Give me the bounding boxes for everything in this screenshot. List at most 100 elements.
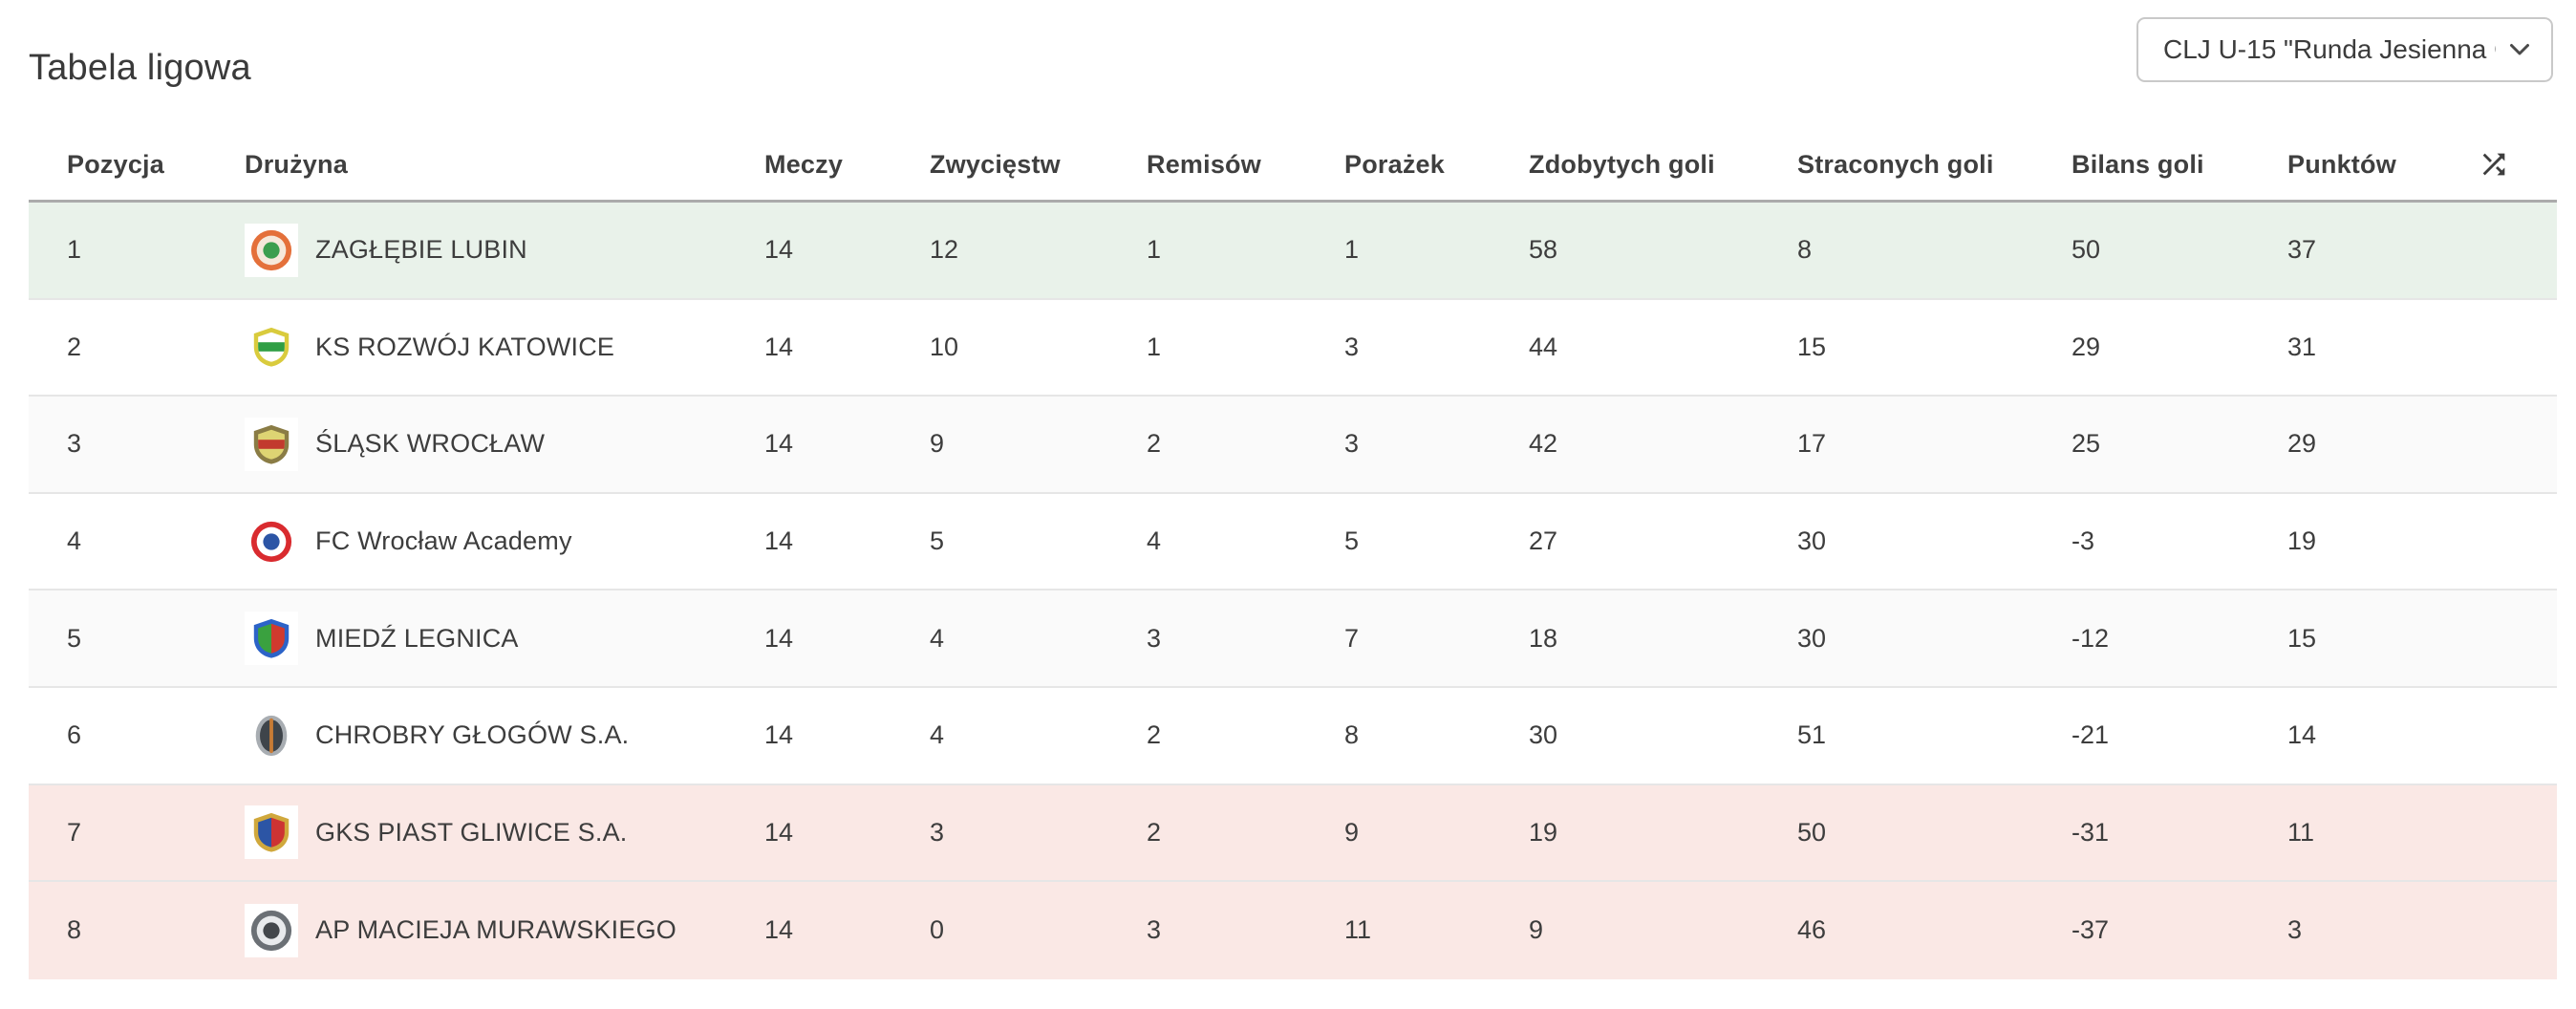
points-cell: 31: [2287, 332, 2317, 361]
league-table: Pozycja Drużyna Meczy Zwycięstw Remisów Poraż…: [29, 129, 2557, 979]
goals-against-cell: 50: [1797, 817, 1827, 847]
goal-balance-cell: 29: [2072, 332, 2101, 361]
matches-cell: 14: [764, 235, 794, 265]
losses-cell: 3: [1344, 332, 1360, 361]
goals-for-cell: 19: [1529, 817, 1558, 847]
goals-for-cell: 58: [1529, 235, 1558, 265]
goals-for-cell: 44: [1529, 332, 1558, 361]
table-row[interactable]: 3 ŚLĄSK WROCŁAW 14 9 2 3 42 17 25 29: [29, 397, 2557, 494]
table-row[interactable]: 4 FC Wrocław Academy 14 5 4 5 27 30 -3 19: [29, 493, 2557, 591]
team-name: CHROBRY GŁOGÓW S.A.: [315, 720, 630, 750]
points-cell: 14: [2287, 720, 2317, 750]
competition-select[interactable]: CLJ U-15 "Runda Jesienna G…: [2136, 17, 2553, 82]
column-header-punktow: Punktów: [2287, 149, 2396, 179]
position-cell: 2: [67, 332, 82, 361]
goals-against-cell: 8: [1797, 235, 1813, 265]
goals-against-cell: 30: [1797, 623, 1827, 653]
losses-cell: 9: [1344, 817, 1360, 847]
goals-against-cell: 46: [1797, 915, 1827, 945]
goal-balance-cell: -12: [2072, 623, 2110, 653]
column-header-bilans-goli: Bilans goli: [2072, 149, 2204, 179]
position-cell: 7: [67, 817, 82, 847]
losses-cell: 3: [1344, 429, 1360, 459]
goal-balance-cell: -3: [2072, 526, 2095, 556]
goal-balance-cell: -31: [2072, 817, 2110, 847]
column-header-meczy: Meczy: [764, 149, 844, 179]
team-name: KS ROZWÓJ KATOWICE: [315, 332, 615, 361]
goal-balance-cell: 50: [2072, 235, 2101, 265]
wins-cell: 10: [930, 332, 959, 361]
goals-against-cell: 51: [1797, 720, 1827, 750]
team-cell: KS ROZWÓJ KATOWICE: [245, 320, 764, 375]
competition-select-value: CLJ U-15 "Runda Jesienna G…: [2163, 34, 2496, 64]
chevron-down-icon: [2509, 43, 2530, 56]
position-cell: 1: [67, 235, 82, 265]
team-logo: [245, 708, 298, 762]
draws-cell: 4: [1147, 526, 1162, 556]
goals-against-cell: 17: [1797, 429, 1827, 459]
goal-balance-cell: -37: [2072, 915, 2110, 945]
team-logo: [245, 612, 298, 666]
points-cell: 11: [2287, 817, 2315, 847]
losses-cell: 5: [1344, 526, 1360, 556]
team-cell: FC Wrocław Academy: [245, 514, 764, 569]
team-name: FC Wrocław Academy: [315, 526, 572, 556]
position-cell: 6: [67, 720, 82, 750]
team-cell: MIEDŹ LEGNICA: [245, 612, 764, 666]
goals-for-cell: 9: [1529, 915, 1544, 945]
team-name: ŚLĄSK WROCŁAW: [315, 429, 546, 459]
position-cell: 5: [67, 623, 82, 653]
column-header-straconych-goli: Straconych goli: [1797, 149, 1994, 179]
goals-for-cell: 42: [1529, 429, 1558, 459]
table-row[interactable]: 7 GKS PIAST GLIWICE S.A. 14 3 2 9 19 50 -31 11: [29, 784, 2557, 883]
table-row[interactable]: 1 ZAGŁĘBIE LUBIN 14 12 1 1 58 8 50 37: [29, 203, 2557, 300]
table-header: Pozycja Drużyna Meczy Zwycięstw Remisów Poraż…: [29, 129, 2557, 203]
matches-cell: 14: [764, 429, 794, 459]
team-name: GKS PIAST GLIWICE S.A.: [315, 817, 628, 847]
position-cell: 8: [67, 915, 82, 945]
team-cell: ŚLĄSK WROCŁAW: [245, 417, 764, 471]
table-row[interactable]: 6 CHROBRY GŁOGÓW S.A. 14 4 2 8 30 51 -21 14: [29, 687, 2557, 785]
team-cell: CHROBRY GŁOGÓW S.A.: [245, 708, 764, 762]
goals-for-cell: 18: [1529, 623, 1558, 653]
team-logo: [245, 417, 298, 471]
column-header-porazek: Porażek: [1344, 149, 1445, 179]
matches-cell: 14: [764, 623, 794, 653]
table-row[interactable]: 2 KS ROZWÓJ KATOWICE 14 10 1 3 44 15 29 31: [29, 299, 2557, 397]
table-row[interactable]: 8 AP MACIEJA MURAWSKIEGO 14 0 3 11 9 46 -37 3: [29, 882, 2557, 979]
table-body: 1 ZAGŁĘBIE LUBIN 14 12 1 1 58 8 50 37 2 KS ROZWÓJ K…: [29, 203, 2557, 979]
matches-cell: 14: [764, 720, 794, 750]
team-cell: GKS PIAST GLIWICE S.A.: [245, 805, 764, 860]
goals-against-cell: 15: [1797, 332, 1827, 361]
goals-for-cell: 30: [1529, 720, 1558, 750]
draws-cell: 3: [1147, 623, 1162, 653]
position-cell: 4: [67, 526, 82, 556]
column-header-zwyciestw: Zwycięstw: [930, 149, 1061, 179]
losses-cell: 1: [1344, 235, 1360, 265]
draws-cell: 2: [1147, 720, 1162, 750]
matches-cell: 14: [764, 817, 794, 847]
wins-cell: 12: [930, 235, 959, 265]
points-cell: 37: [2287, 235, 2317, 265]
team-logo: [245, 223, 298, 277]
column-header-druzyna: Drużyna: [245, 149, 348, 179]
position-cell: 3: [67, 429, 82, 459]
wins-cell: 0: [930, 915, 945, 945]
team-cell: ZAGŁĘBIE LUBIN: [245, 223, 764, 277]
losses-cell: 8: [1344, 720, 1360, 750]
team-logo: [245, 903, 298, 957]
team-cell: AP MACIEJA MURAWSKIEGO: [245, 903, 764, 957]
matches-cell: 14: [764, 915, 794, 945]
table-row[interactable]: 5 MIEDŹ LEGNICA 14 4 3 7 18 30 -12 15: [29, 590, 2557, 688]
points-cell: 3: [2287, 915, 2303, 945]
matches-cell: 14: [764, 526, 794, 556]
team-name: AP MACIEJA MURAWSKIEGO: [315, 915, 676, 945]
wins-cell: 4: [930, 720, 945, 750]
draws-cell: 2: [1147, 429, 1162, 459]
matches-cell: 14: [764, 332, 794, 361]
draws-cell: 1: [1147, 235, 1162, 265]
draws-cell: 2: [1147, 817, 1162, 847]
shuffle-icon[interactable]: [2478, 148, 2510, 181]
losses-cell: 11: [1344, 915, 1372, 945]
losses-cell: 7: [1344, 623, 1360, 653]
